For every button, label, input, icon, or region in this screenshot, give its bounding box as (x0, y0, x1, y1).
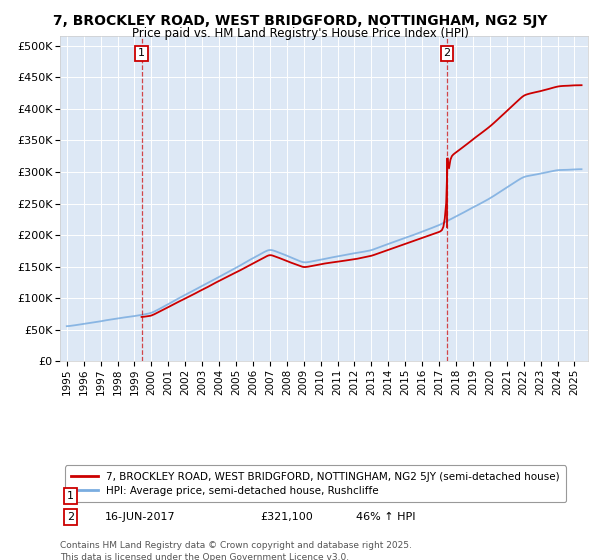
Text: 2: 2 (67, 512, 74, 522)
Legend: 7, BROCKLEY ROAD, WEST BRIDGFORD, NOTTINGHAM, NG2 5JY (semi-detached house), HPI: 7, BROCKLEY ROAD, WEST BRIDGFORD, NOTTIN… (65, 465, 566, 502)
Text: £321,100: £321,100 (260, 512, 313, 522)
Text: 16-JUN-2017: 16-JUN-2017 (105, 512, 176, 522)
Text: Contains HM Land Registry data © Crown copyright and database right 2025.
This d: Contains HM Land Registry data © Crown c… (60, 542, 412, 560)
Text: 2: 2 (443, 48, 451, 58)
Text: 1: 1 (67, 491, 74, 501)
Text: Price paid vs. HM Land Registry's House Price Index (HPI): Price paid vs. HM Land Registry's House … (131, 27, 469, 40)
Text: 7, BROCKLEY ROAD, WEST BRIDGFORD, NOTTINGHAM, NG2 5JY: 7, BROCKLEY ROAD, WEST BRIDGFORD, NOTTIN… (53, 14, 547, 28)
Text: 02-JUN-1999: 02-JUN-1999 (105, 491, 176, 501)
Text: £69,750: £69,750 (260, 491, 307, 501)
Text: 3% ↑ HPI: 3% ↑ HPI (356, 491, 408, 501)
Text: 46% ↑ HPI: 46% ↑ HPI (356, 512, 415, 522)
Text: 1: 1 (138, 48, 145, 58)
